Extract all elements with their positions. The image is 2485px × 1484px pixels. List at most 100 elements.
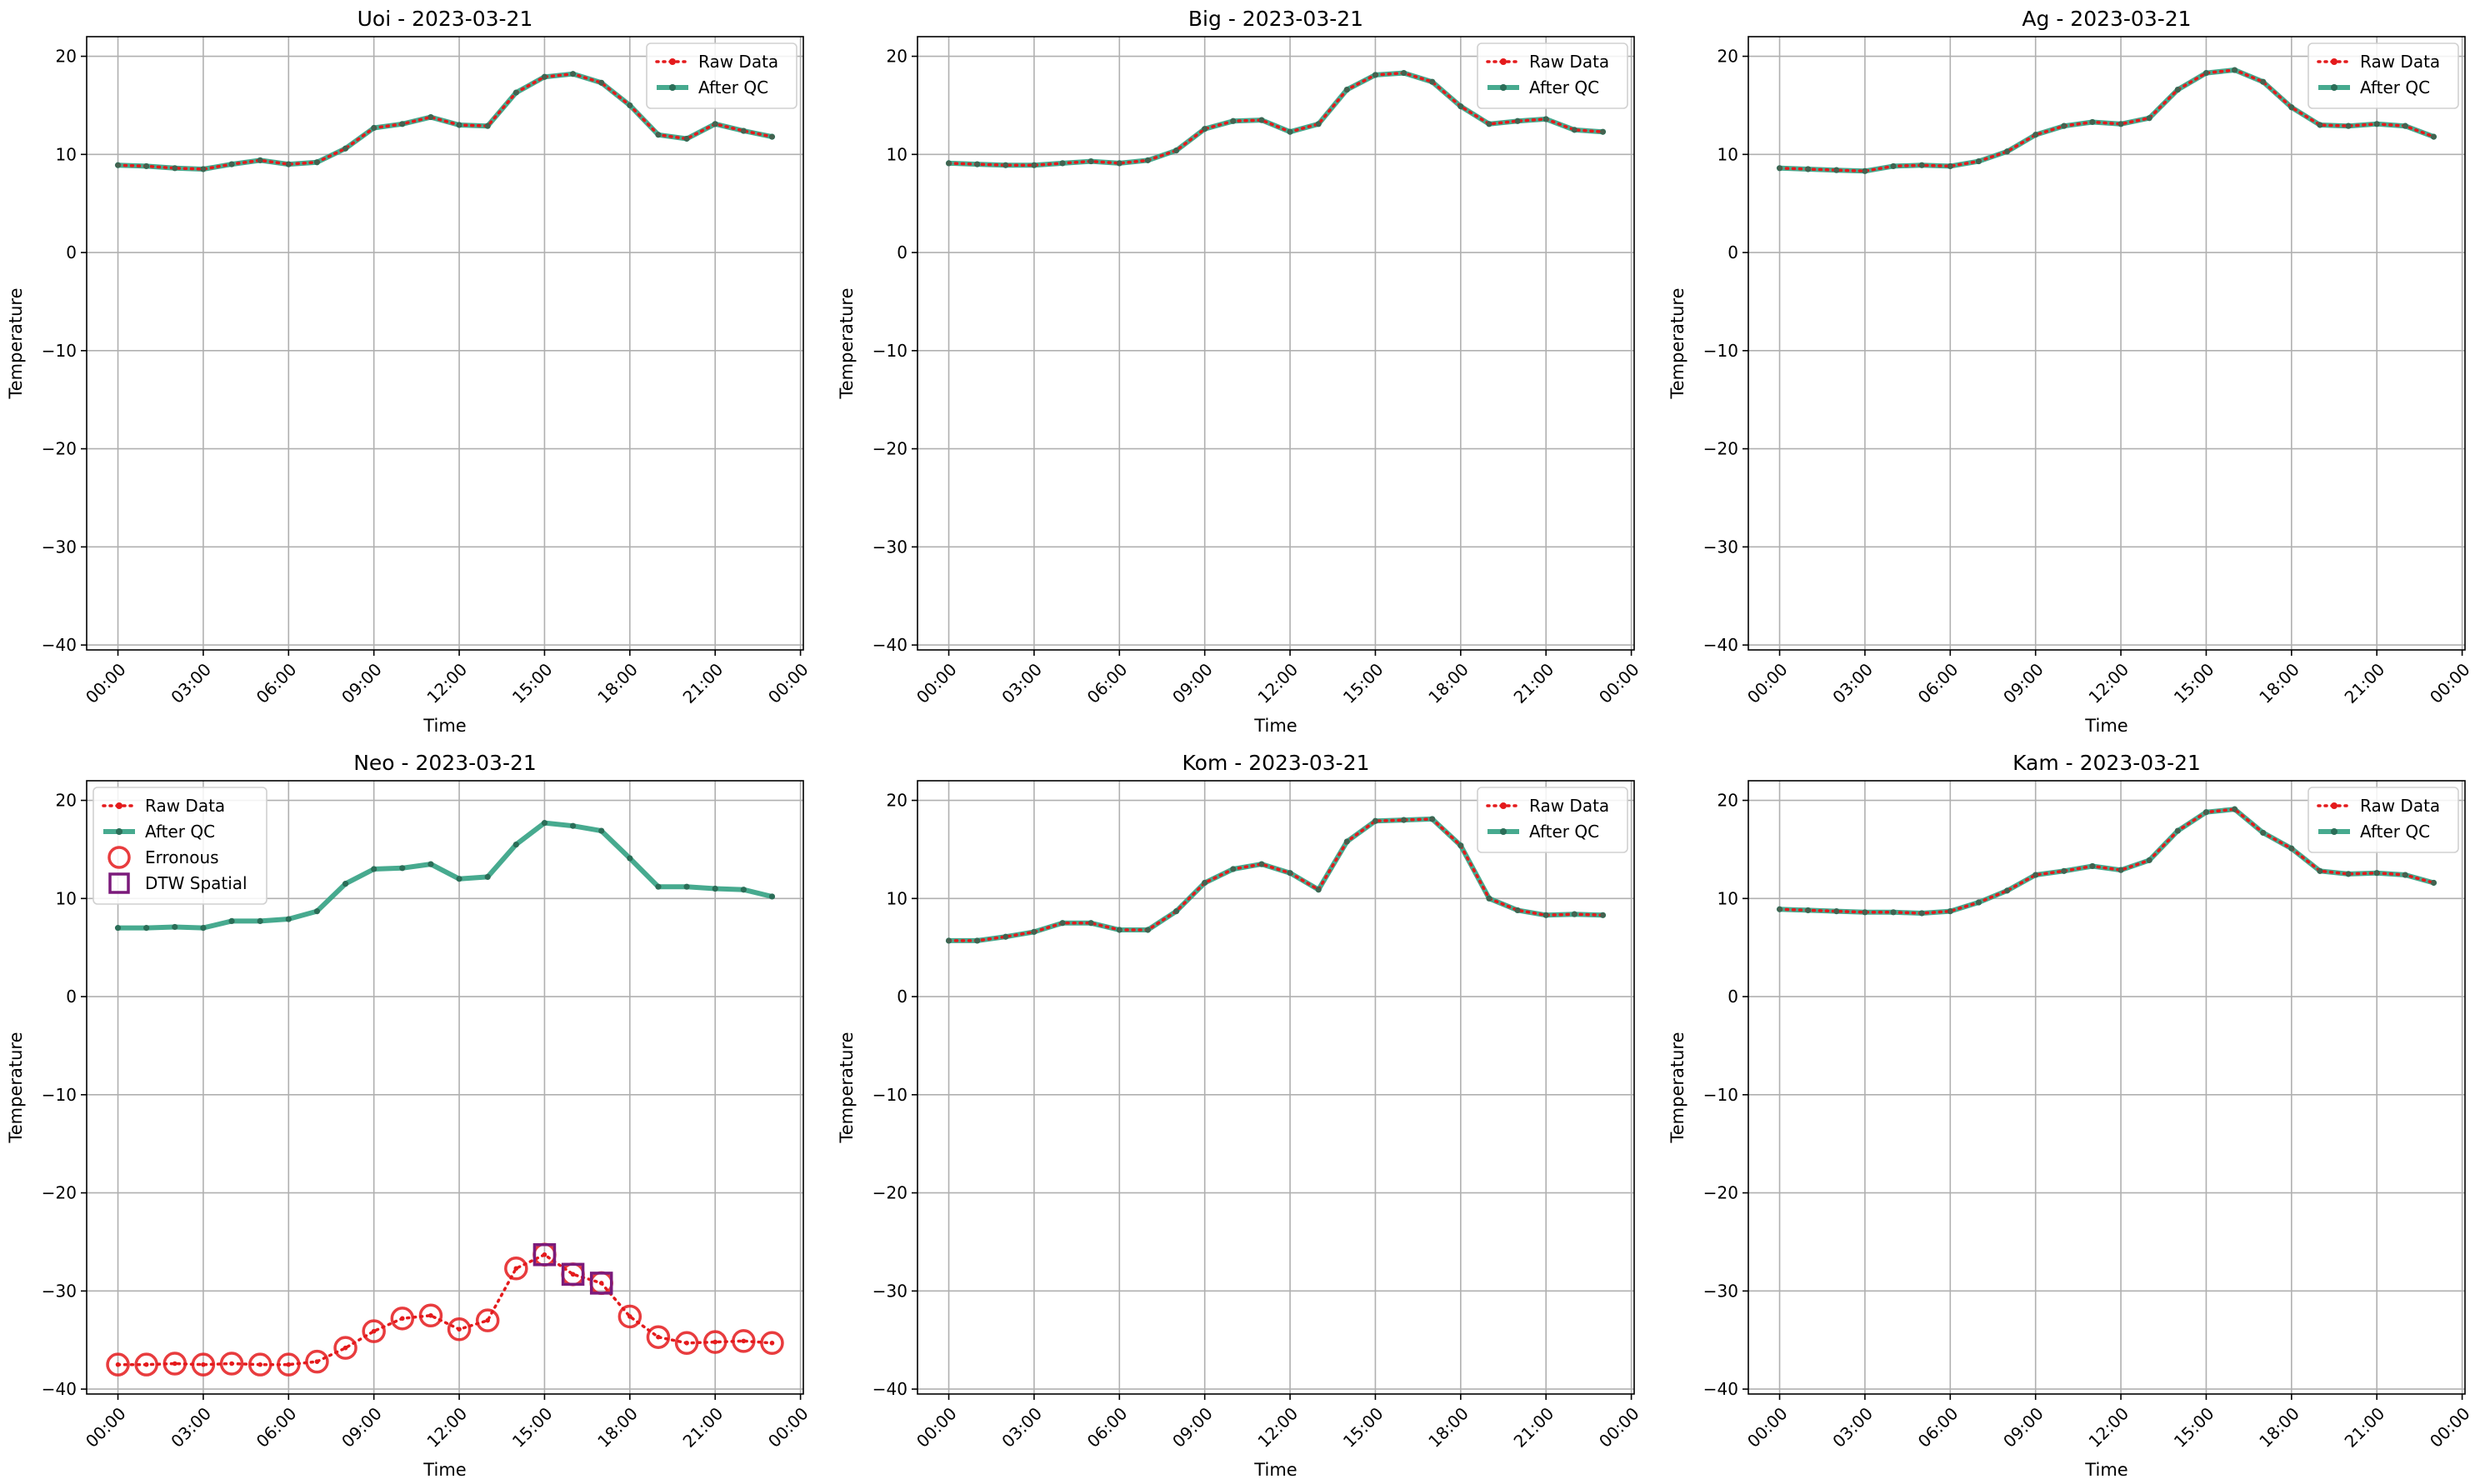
after-qc-point-overlay [1572, 127, 1578, 133]
after-qc-point-overlay [1600, 129, 1606, 135]
legend: Raw Data After QC [2308, 787, 2459, 853]
after-qc-point-overlay [1230, 866, 1237, 872]
axes-frame [1748, 36, 2466, 651]
raw-data-line [116, 72, 774, 171]
after-qc-point [456, 876, 462, 882]
erroneous-marker [219, 1352, 244, 1376]
after-qc-point-overlay [1344, 838, 1350, 845]
after-qc-point-overlay [1862, 909, 1868, 915]
after-qc-point-overlay [2118, 121, 2124, 127]
legend-label: Raw Data [698, 52, 778, 72]
raw-data-point [143, 1362, 149, 1367]
after-qc-point [200, 925, 207, 932]
after-qc-point-overlay [1117, 160, 1122, 167]
after-qc-point [768, 893, 776, 900]
after-qc-point-overlay [1805, 907, 1811, 913]
erroneous-marker [418, 1303, 443, 1328]
after-qc-point-overlay [399, 121, 406, 127]
after-qc-point-overlay [2118, 867, 2124, 873]
erroneous-marker [702, 1330, 728, 1354]
erroneous-marker [618, 1304, 642, 1329]
after-qc-point-overlay [1918, 162, 1925, 168]
x-axis-label: Time [2084, 1460, 2128, 1480]
legend-label: After QC [698, 77, 768, 97]
axes-frame [86, 780, 804, 1395]
legend-raw-marker [1500, 58, 1507, 65]
raw-data-point [628, 1314, 632, 1319]
y-tick-label: −30 [872, 537, 908, 557]
y-tick-label: 0 [1728, 242, 1738, 262]
erroneous-marker [162, 1352, 188, 1376]
raw-data-point [684, 1340, 689, 1346]
y-tick-label: −40 [42, 635, 77, 655]
legend-label: After QC [1529, 77, 1599, 97]
raw-data-point [201, 1362, 206, 1367]
legend-qc-marker [116, 828, 122, 835]
after-qc-point-overlay [1002, 162, 1008, 168]
raw-data-point [400, 1316, 405, 1322]
after-qc-point-overlay [1258, 861, 1265, 867]
after-qc-point-overlay [513, 89, 519, 96]
after-qc-point-overlay [484, 122, 491, 129]
after-qc-point-overlay [1862, 168, 1868, 174]
y-tick-label: −10 [872, 1085, 908, 1105]
after-qc-point [257, 917, 263, 924]
after-qc-point [740, 887, 747, 893]
y-tick-label: −30 [872, 1281, 908, 1301]
after-qc-line [948, 816, 1603, 943]
after-qc-point-overlay [2402, 122, 2408, 129]
after-qc-point-overlay [1976, 899, 1982, 906]
y-tick-label: −40 [1703, 635, 1738, 655]
y-axis-label: Temperature [837, 287, 857, 399]
after-qc-point-overlay [200, 166, 207, 172]
after-qc-point [342, 881, 349, 887]
raw-data-point [769, 1340, 775, 1346]
after-qc-point-overlay [627, 102, 633, 108]
after-qc-point-overlay [1031, 162, 1038, 168]
y-tick-label: −20 [1703, 439, 1738, 459]
after-qc-point-overlay [2288, 104, 2295, 110]
after-qc-point-overlay [1918, 910, 1925, 917]
after-qc-point-overlay [1833, 167, 1839, 173]
after-qc-point-overlay [1401, 70, 1407, 76]
erroneous-marker [475, 1308, 500, 1332]
legend-box [646, 42, 798, 109]
after-qc-point-overlay [2260, 830, 2266, 836]
y-tick-label: 20 [1718, 791, 1738, 811]
after-qc-point-overlay [1344, 87, 1350, 92]
after-qc-point-overlay [143, 163, 149, 169]
erroneous-marker [277, 1352, 301, 1377]
after-qc-point-overlay [1572, 911, 1578, 917]
after-qc-point-overlay [655, 132, 662, 137]
after-qc-point-overlay [2032, 872, 2038, 878]
after-qc-point-overlay [1486, 896, 1492, 902]
raw-data-line [947, 71, 1605, 167]
after-qc-point-overlay [1458, 103, 1464, 109]
after-qc-point-overlay [314, 159, 320, 165]
legend-raw-marker [116, 802, 122, 809]
after-qc-point-overlay [1890, 163, 1897, 169]
after-qc-point-overlay [1948, 163, 1953, 169]
legend-qc-marker [669, 84, 676, 91]
after-qc-point-overlay [1145, 157, 1151, 163]
after-qc-point-overlay [1777, 165, 1782, 171]
after-qc-point-overlay [1315, 887, 1322, 892]
after-qc-point-overlay [2146, 857, 2152, 863]
after-qc-point [143, 925, 150, 932]
y-tick-label: −20 [42, 1183, 77, 1203]
raw-data-point [513, 1266, 519, 1272]
after-qc-point-overlay [1145, 927, 1151, 933]
erroneous-marker [191, 1352, 216, 1377]
erroneous-marker [390, 1307, 415, 1331]
after-qc-point-overlay [228, 161, 235, 167]
y-tick-label: −40 [1703, 1379, 1738, 1399]
after-qc-point-overlay [2203, 809, 2209, 815]
after-qc-point-overlay [946, 937, 952, 944]
y-tick-label: −40 [872, 1379, 908, 1399]
y-axis-label: Temperature [6, 1032, 26, 1143]
axes-frame [1748, 780, 2466, 1395]
after-qc-point-overlay [2288, 846, 2295, 852]
after-qc-point-overlay [2260, 78, 2266, 85]
after-qc-point-overlay [456, 122, 462, 128]
legend-label: Raw Data [1529, 52, 1609, 72]
